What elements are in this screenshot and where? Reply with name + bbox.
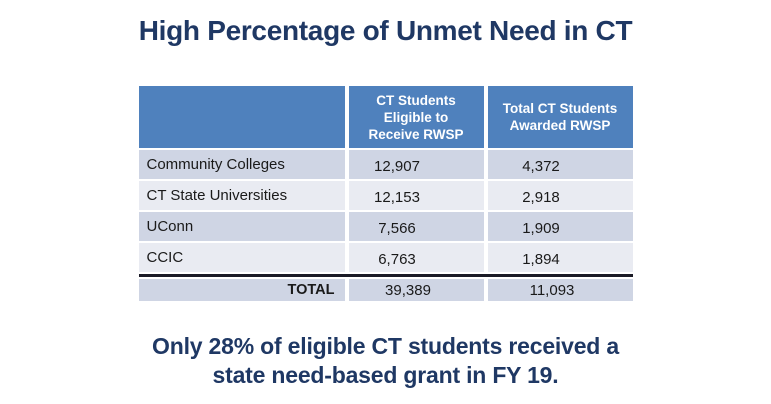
awarded-value: 4,372 — [487, 150, 633, 179]
total-divider-line — [138, 274, 633, 277]
eligible-value: 7,566 — [348, 212, 484, 241]
total-row-label: TOTAL — [138, 279, 345, 301]
slide-title: High Percentage of Unmet Need in CT — [138, 15, 633, 46]
awarded-value: 1,894 — [487, 243, 633, 272]
eligible-value: 6,763 — [348, 243, 484, 272]
row-label: UConn — [138, 212, 345, 241]
header-cell-awarded: Total CT Students Awarded RWSP — [487, 86, 633, 148]
header-cell-eligible: CT Students Eligible to Receive RWSP — [348, 86, 484, 148]
total-awarded-value: 11,093 — [487, 279, 633, 301]
caption: Only 28% of eligible CT students receive… — [0, 332, 771, 390]
data-table: CT Students Eligible to Receive RWSP Tot… — [138, 86, 633, 301]
row-label: Community Colleges — [138, 150, 345, 179]
header-cell-blank — [138, 86, 345, 148]
awarded-value: 1,909 — [487, 212, 633, 241]
eligible-value: 12,153 — [348, 181, 484, 210]
caption-line-2: state need-based grant in FY 19. — [212, 362, 559, 388]
row-label: CT State Universities — [138, 181, 345, 210]
total-eligible-value: 39,389 — [348, 279, 484, 301]
row-label: CCIC — [138, 243, 345, 272]
caption-line-1: Only 28% of eligible CT students receive… — [152, 333, 619, 359]
awarded-value: 2,918 — [487, 181, 633, 210]
eligible-value: 12,907 — [348, 150, 484, 179]
